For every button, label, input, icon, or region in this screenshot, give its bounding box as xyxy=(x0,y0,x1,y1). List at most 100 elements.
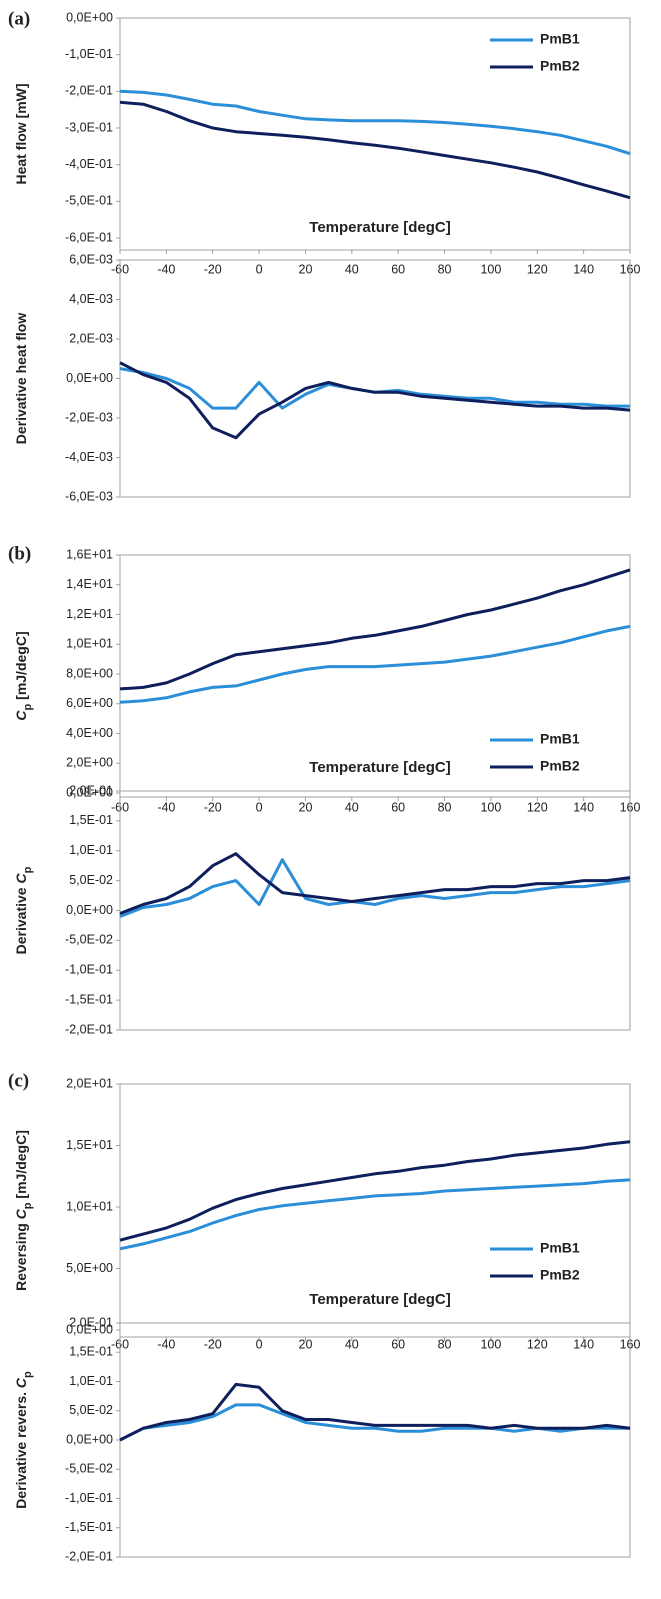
x-axis-label: Temperature [degC] xyxy=(309,759,450,776)
x-tick-label: 60 xyxy=(391,262,405,276)
y-axis-label: Derivative revers. Cp xyxy=(13,1371,34,1509)
series-line xyxy=(119,100,631,200)
y-axis-label: Heat flow [mW] xyxy=(13,83,29,184)
series-line xyxy=(119,367,630,410)
y-tick-label: 1,0E-01 xyxy=(69,1374,113,1388)
series-line xyxy=(119,858,631,918)
x-tick-label: 20 xyxy=(299,262,313,276)
y-tick-label: 5,0E+00 xyxy=(66,1261,113,1275)
y-tick-label: -2,0E-01 xyxy=(65,1549,113,1563)
y-tick-label: 1,4E+01 xyxy=(66,577,113,591)
x-tick-label: 20 xyxy=(299,1337,313,1351)
x-tick-label: 40 xyxy=(345,262,359,276)
x-tick-label: 100 xyxy=(480,1337,501,1351)
y-tick-label: 1,0E+01 xyxy=(66,1199,113,1213)
series-line xyxy=(119,1178,631,1251)
y-axis-label: Cp [mJ/degC] xyxy=(13,631,34,720)
y-axis-label-part: Derivative xyxy=(13,884,29,955)
y-tick-label: 2,0E+01 xyxy=(66,1076,113,1090)
y-tick-label: 0,0E+00 xyxy=(66,1432,113,1446)
y-axis-label-part: C xyxy=(13,1208,29,1219)
y-axis-label-part: p xyxy=(22,1371,34,1378)
panel-label: (c) xyxy=(8,1070,29,1091)
y-tick-label: 1,2E+01 xyxy=(66,607,113,621)
y-axis-label-part: Reversing xyxy=(13,1219,29,1291)
y-tick-label: -3,0E-01 xyxy=(65,120,113,134)
series-line xyxy=(119,1140,631,1242)
y-tick-label: 5,0E-02 xyxy=(69,873,113,887)
y-tick-label: -2,0E-03 xyxy=(65,410,113,424)
x-tick-label: -20 xyxy=(204,1337,222,1351)
y-tick-label: -5,0E-02 xyxy=(65,933,113,947)
x-tick-label: 140 xyxy=(573,1337,594,1351)
y-tick-label: -5,0E-01 xyxy=(65,194,113,208)
y-tick-label: 8,0E+00 xyxy=(66,666,113,680)
panel-label: (b) xyxy=(8,543,31,564)
panel-label: (a) xyxy=(8,8,30,29)
x-tick-label: 40 xyxy=(345,1337,359,1351)
y-tick-label: 2,0E-03 xyxy=(69,331,113,345)
x-tick-label: 60 xyxy=(391,1337,405,1351)
y-tick-label: -4,0E-03 xyxy=(65,450,113,464)
y-tick-label: 1,0E+01 xyxy=(66,637,113,651)
x-tick-label: 80 xyxy=(438,262,452,276)
x-tick-label: 40 xyxy=(345,800,359,814)
x-tick-label: 140 xyxy=(573,262,594,276)
plot-frame xyxy=(119,1083,631,1338)
y-tick-label: 0,0E+00 xyxy=(66,1322,113,1336)
y-axis-label-part: C xyxy=(13,1377,29,1388)
y-tick-label: 4,0E-03 xyxy=(69,292,113,306)
x-tick-label: 140 xyxy=(573,800,594,814)
y-tick-label: 2,0E-01 xyxy=(69,783,113,797)
x-tick-label: 100 xyxy=(480,800,501,814)
y-tick-label: 1,6E+01 xyxy=(66,547,113,561)
y-axis-label-part: [mJ/degC] xyxy=(13,1130,29,1202)
x-tick-label: 60 xyxy=(391,800,405,814)
y-tick-label: 1,5E-01 xyxy=(69,813,113,827)
y-tick-label: -1,5E-01 xyxy=(65,992,113,1006)
plot-frame xyxy=(119,554,631,798)
y-axis-label-part: Heat flow [mW] xyxy=(13,83,29,184)
x-tick-label: -20 xyxy=(204,800,222,814)
y-tick-label: 0,0E+00 xyxy=(66,10,113,24)
y-axis-label-part: [mJ/degC] xyxy=(13,631,29,703)
x-tick-label: -40 xyxy=(157,1337,175,1351)
x-tick-label: 80 xyxy=(438,1337,452,1351)
series-line xyxy=(119,1403,630,1442)
x-axis-label: Temperature [degC] xyxy=(309,1291,450,1308)
series-line xyxy=(119,568,631,691)
legend-label: PmB2 xyxy=(540,1267,580,1283)
x-tick-label: -20 xyxy=(204,262,222,276)
y-tick-label: 6,0E+00 xyxy=(66,696,113,710)
y-tick-label: 0,0E+00 xyxy=(66,785,113,799)
series-line xyxy=(119,89,631,156)
x-tick-label: -40 xyxy=(157,262,175,276)
y-tick-label: -1,5E-01 xyxy=(65,1520,113,1534)
plot-frame xyxy=(119,790,631,1031)
y-tick-label: 6,0E-03 xyxy=(69,252,113,266)
y-tick-label: -2,0E-01 xyxy=(65,84,113,98)
y-tick-label: -5,0E-02 xyxy=(65,1462,113,1476)
x-tick-label: 20 xyxy=(299,800,313,814)
y-axis-label-part: Derivative heat flow xyxy=(13,313,29,445)
y-tick-label: -2,0E-01 xyxy=(65,1022,113,1036)
x-axis-label: Temperature [degC] xyxy=(309,219,450,236)
x-tick-label: 0 xyxy=(256,1337,263,1351)
y-axis-label: Reversing Cp [mJ/degC] xyxy=(13,1130,34,1291)
series-line xyxy=(119,361,631,440)
y-tick-label: -1,0E-01 xyxy=(65,1491,113,1505)
series-line xyxy=(119,624,631,704)
y-axis-label-part: Derivative revers. xyxy=(13,1388,29,1509)
plot-frame xyxy=(119,259,631,498)
y-axis-label-part: p xyxy=(22,866,34,873)
legend-label: PmB1 xyxy=(540,1240,580,1256)
x-tick-label: 120 xyxy=(527,1337,548,1351)
y-tick-label: 1,5E-01 xyxy=(69,1345,113,1359)
y-tick-label: 5,0E-02 xyxy=(69,1403,113,1417)
y-tick-label: 1,0E-01 xyxy=(69,843,113,857)
y-tick-label: 0,0E+00 xyxy=(66,371,113,385)
y-tick-label: 2,0E+00 xyxy=(66,756,113,770)
x-tick-label: 120 xyxy=(527,800,548,814)
y-tick-label: 2,0E-01 xyxy=(69,1315,113,1329)
